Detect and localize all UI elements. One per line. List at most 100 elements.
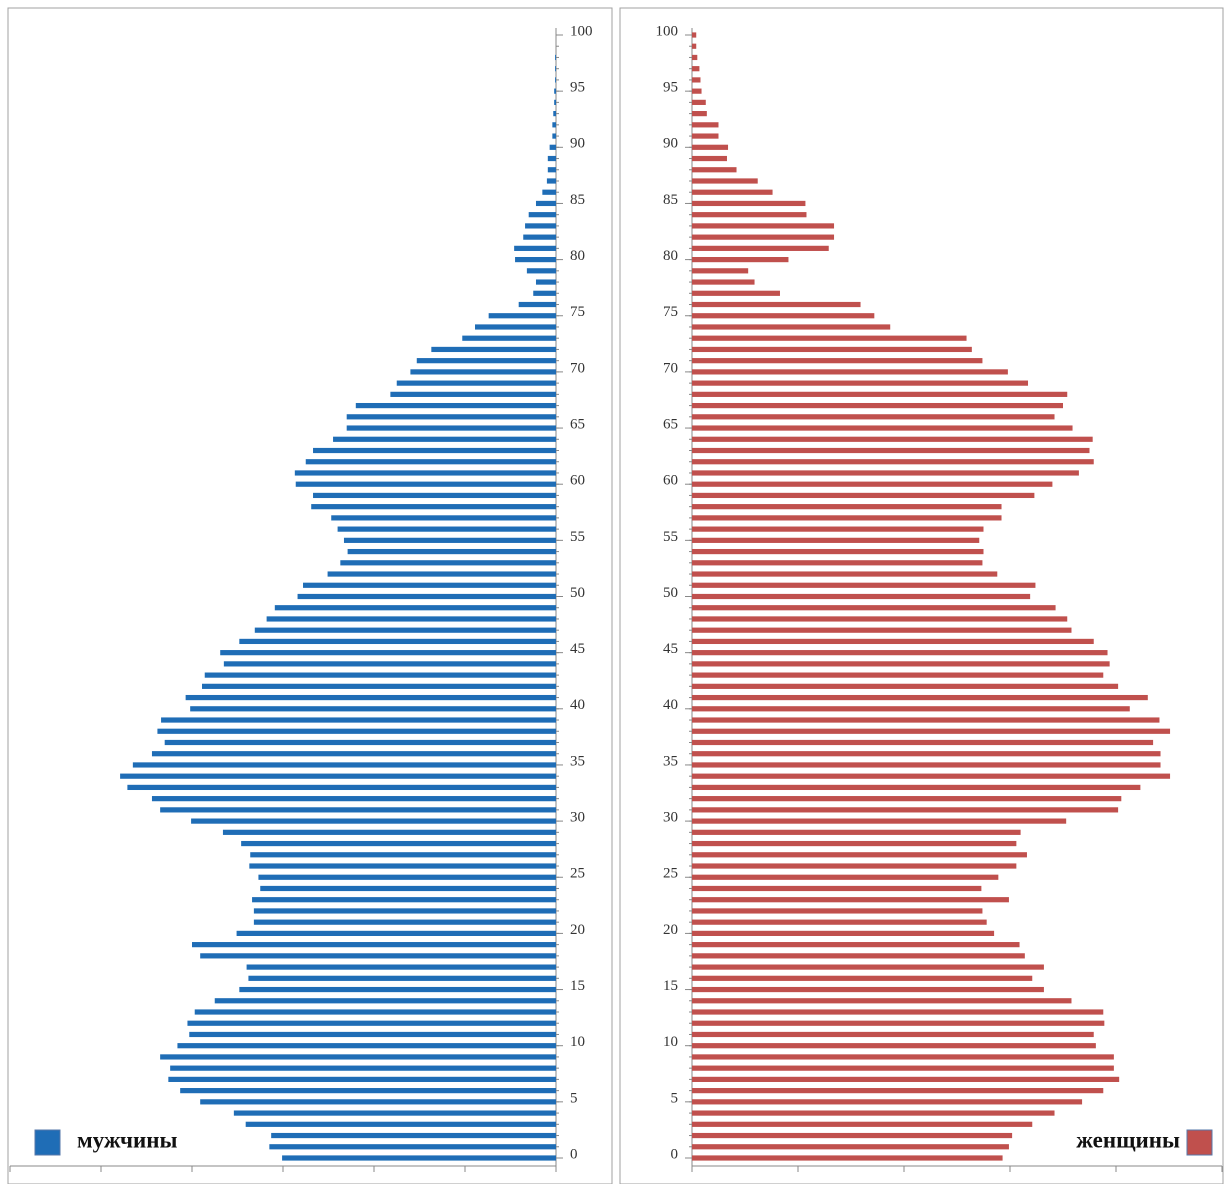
bar — [692, 560, 983, 566]
y-tick-label: 10 — [663, 1034, 678, 1050]
bar — [222, 829, 556, 835]
bar — [692, 852, 1027, 858]
bar — [294, 470, 556, 476]
bar — [692, 897, 1009, 903]
bar — [239, 638, 556, 645]
bar — [692, 818, 1067, 824]
y-tick-label: 5 — [671, 1090, 679, 1106]
bar — [692, 414, 1055, 420]
bar — [132, 762, 556, 768]
bar — [692, 694, 1148, 701]
bar — [692, 1009, 1104, 1015]
bar — [692, 751, 1161, 757]
bar — [191, 818, 556, 824]
bar — [233, 1110, 557, 1116]
y-tick-label: 70 — [570, 360, 585, 376]
bar — [692, 369, 1008, 375]
legend-label: мужчины — [77, 1127, 177, 1152]
bar — [245, 1121, 556, 1127]
bar — [533, 290, 556, 296]
bar — [692, 1132, 1013, 1139]
bar — [692, 986, 1044, 993]
bar — [692, 1121, 1033, 1127]
y-tick-label: 60 — [663, 473, 678, 489]
y-tick-label: 25 — [663, 866, 678, 882]
bar — [692, 593, 1031, 600]
bar — [547, 155, 556, 162]
bar — [542, 189, 556, 195]
bar — [346, 425, 556, 431]
bar — [692, 762, 1161, 768]
bar — [692, 391, 1068, 397]
bar — [248, 975, 557, 981]
bar — [258, 874, 556, 880]
bar — [396, 380, 556, 386]
bar — [692, 683, 1119, 689]
bar — [295, 481, 556, 487]
bar — [692, 301, 861, 308]
bar — [692, 526, 984, 532]
y-tick-label: 25 — [570, 866, 585, 882]
bar — [220, 650, 556, 656]
y-tick-label: 80 — [570, 248, 585, 264]
bar — [236, 930, 556, 936]
bar — [555, 66, 556, 72]
bar — [692, 885, 982, 892]
y-tick-label: 40 — [663, 697, 678, 713]
bar — [462, 335, 556, 341]
bar — [692, 739, 1154, 746]
bar — [692, 1144, 1009, 1150]
bar — [239, 986, 556, 993]
bar — [692, 537, 980, 543]
bar — [410, 369, 556, 375]
bar — [692, 335, 967, 341]
bar — [160, 1054, 556, 1060]
bar — [692, 133, 719, 139]
bar — [692, 346, 972, 353]
bar — [127, 784, 556, 791]
bar — [692, 122, 719, 128]
bar — [180, 1088, 557, 1094]
bar — [692, 582, 1036, 588]
bar — [692, 1065, 1114, 1071]
y-tick-label: 90 — [570, 136, 585, 152]
bar — [692, 964, 1044, 970]
bar — [164, 739, 556, 746]
bar — [553, 111, 556, 117]
bar — [692, 155, 727, 162]
bar — [282, 1155, 556, 1161]
bar — [692, 144, 729, 150]
bar — [488, 313, 556, 319]
bar — [547, 167, 556, 173]
bar — [168, 1076, 556, 1082]
bar — [254, 627, 557, 633]
bar — [327, 571, 556, 577]
y-tick-label: 50 — [570, 585, 585, 601]
y-tick-label: 95 — [570, 80, 585, 96]
bar — [692, 874, 999, 880]
y-tick-label: 35 — [570, 753, 585, 769]
bar — [311, 504, 556, 510]
bar — [170, 1065, 556, 1071]
bar — [692, 942, 1020, 948]
bar — [692, 43, 697, 49]
y-tick-label: 30 — [570, 810, 585, 826]
bar — [535, 200, 556, 207]
y-tick-label: 40 — [570, 697, 585, 713]
bar — [692, 54, 698, 61]
bar — [515, 257, 556, 263]
y-tick-label: 80 — [663, 248, 678, 264]
bar — [692, 706, 1130, 712]
bar — [343, 537, 556, 543]
bar — [692, 627, 1072, 633]
bar — [313, 492, 556, 499]
bar — [554, 99, 556, 105]
bar — [475, 324, 556, 330]
bar — [346, 414, 556, 420]
bar — [271, 1132, 556, 1139]
bar — [692, 930, 995, 936]
y-tick-label: 55 — [570, 529, 585, 545]
y-tick-label: 85 — [663, 192, 678, 208]
bar — [692, 1031, 1094, 1038]
